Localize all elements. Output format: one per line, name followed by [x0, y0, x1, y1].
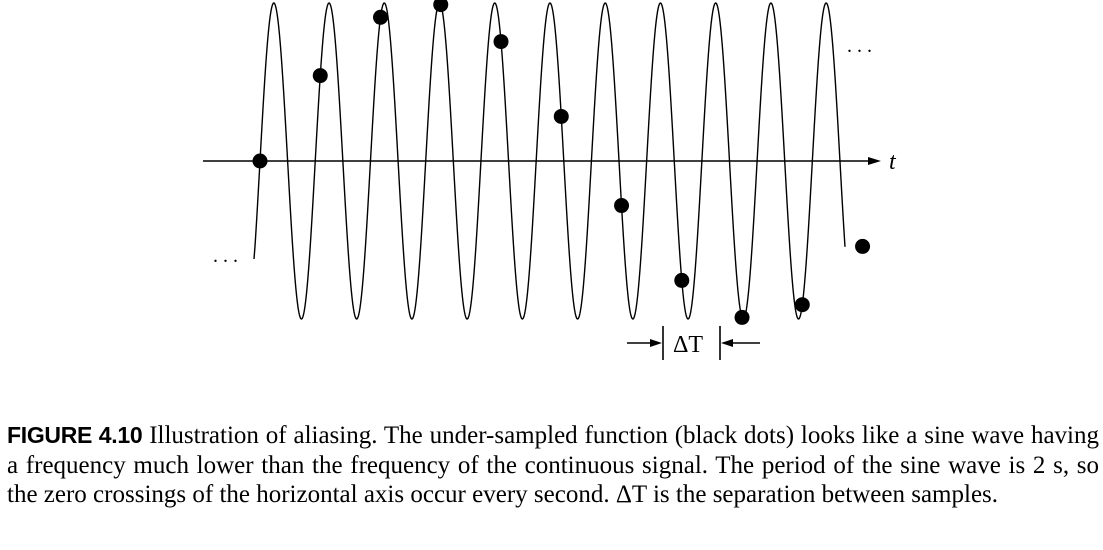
sample-dot [553, 108, 569, 124]
delta-t-left-arrowhead [650, 339, 662, 347]
delta-t-right-arrowhead [721, 339, 733, 347]
left-ellipsis: . . . [213, 245, 238, 267]
sample-dot [252, 153, 268, 169]
caption-text-2: is the separation between samples. [646, 481, 999, 508]
aliasing-figure: t . . . . . . ΔT [203, 0, 897, 360]
sample-dot [373, 9, 389, 25]
continuous-sine-wave [253, 2, 846, 320]
sample-dots [252, 0, 871, 325]
time-axis-arrowhead [868, 157, 881, 165]
sample-dot [312, 68, 328, 84]
right-ellipsis: . . . [847, 35, 872, 57]
delta-t-marker: ΔT [627, 326, 760, 360]
delta-t-label: ΔT [673, 332, 703, 358]
sample-dot [855, 238, 871, 254]
figure-number: FIGURE 4.10 [7, 422, 143, 448]
sample-dot [433, 0, 449, 13]
figure-caption: FIGURE 4.10 Illustration of aliasing. Th… [7, 421, 1099, 510]
time-axis-label: t [889, 149, 897, 175]
sample-dot [674, 272, 690, 288]
caption-text-1: Illustration of aliasing. The under-samp… [7, 422, 1099, 508]
caption-delta: ΔT [615, 481, 647, 508]
sample-dot [493, 34, 509, 50]
sample-dot [794, 297, 810, 313]
sample-dot [614, 198, 630, 214]
sample-dot [734, 309, 750, 325]
